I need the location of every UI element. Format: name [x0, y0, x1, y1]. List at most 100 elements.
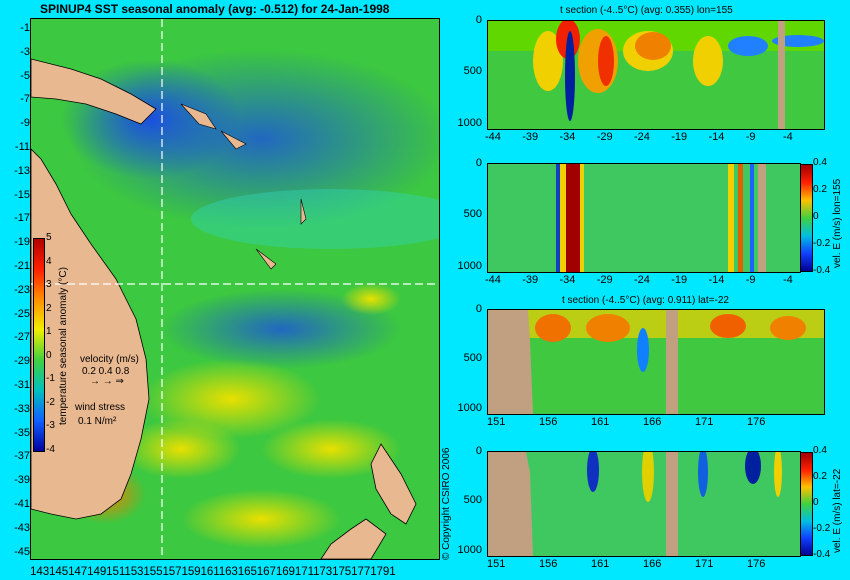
- sst-map[interactable]: [30, 18, 440, 560]
- panel-1-x-tick: -39: [522, 131, 539, 143]
- panel-2-x-tick: -19: [671, 274, 688, 286]
- panel-4-x-tick: 151: [487, 558, 506, 570]
- lat-label: -35: [14, 426, 30, 439]
- panel-4-colorbar: [800, 452, 813, 556]
- lat-label: -5: [20, 69, 30, 82]
- panel-1-x-tick: -29: [596, 131, 613, 143]
- lat-label: -27: [14, 331, 30, 344]
- panel-3-y-tick: 500: [463, 352, 482, 365]
- wind-legend-value: 0.1 N/m²: [78, 416, 117, 427]
- panel-1-x-tick: -9: [745, 131, 756, 143]
- panel-4-cb-tick: -0.2: [813, 523, 831, 534]
- panel-4-y-tick: 1000: [457, 543, 482, 556]
- lat-label: -43: [14, 521, 30, 534]
- lat-label: -17: [14, 212, 30, 225]
- lat-label: -15: [14, 188, 30, 201]
- panel-2-x-tick: -44: [485, 274, 501, 286]
- velocity-legend-title: velocity (m/s): [80, 354, 139, 365]
- panel-3-y-tick: 0: [475, 303, 482, 315]
- panel-2-x-tick: -9: [745, 274, 756, 286]
- panel-2-plot[interactable]: [487, 163, 801, 273]
- panel-3-x-tick: 171: [695, 416, 714, 428]
- lat-label: -33: [14, 402, 30, 415]
- lat-label: -39: [14, 474, 30, 487]
- sst-colorbar-tick: 2: [46, 302, 52, 314]
- sst-colorbar-tick: 4: [46, 255, 52, 267]
- lat-label: -9: [20, 117, 30, 130]
- panel-1-x-tick: -14: [708, 131, 725, 143]
- velocity-legend-arrows: → → ⇒: [90, 376, 124, 387]
- panel-3-svg: [488, 310, 824, 414]
- panel-3-x-tick: 176: [747, 416, 766, 428]
- lat-label: -41: [14, 498, 30, 510]
- panel-2-x-tick: -34: [559, 274, 576, 286]
- sst-colorbar-label: temperature seasonal anomaly (°C): [58, 267, 69, 425]
- panel-1-plot[interactable]: [487, 20, 825, 130]
- panel-2-y-tick: 500: [463, 208, 482, 221]
- lat-label: -31: [14, 379, 30, 391]
- lat-label: -45: [14, 545, 30, 558]
- sst-colorbar-tick: 3: [46, 279, 52, 291]
- panel-2-cb-tick: 0.4: [813, 157, 827, 168]
- panel-1-x-tick: -24: [634, 131, 650, 143]
- lat-label: -19: [14, 236, 30, 249]
- panel-4-x-tick: 171: [695, 558, 714, 570]
- panel-2-side-label: vel. E (m/s) lon=155: [832, 178, 843, 268]
- copyright: © Copyright CSIRO 2006: [441, 447, 452, 560]
- panel-1-x-tick: -34: [559, 131, 576, 143]
- panel-1-x-tick: -19: [671, 131, 688, 143]
- lat-label: -21: [14, 260, 30, 272]
- lat-label: -11: [14, 141, 30, 153]
- panel-3-title: t section (-4..5°C) (avg: 0.911) lat=-22: [562, 295, 729, 306]
- panel-1-y-tick: 0: [475, 14, 482, 26]
- lat-label: -37: [14, 450, 30, 463]
- panel-2-x-tick: -24: [634, 274, 650, 286]
- lat-label: -13: [14, 164, 30, 177]
- panel-4-x-tick: 161: [591, 558, 610, 570]
- panel-1-x-tick: -44: [485, 131, 501, 143]
- panel-2-y-tick: 1000: [457, 259, 482, 272]
- panel-2-x-tick: -4: [783, 274, 793, 286]
- panel-1-title: t section (-4..5°C) (avg: 0.355) lon=155: [560, 5, 733, 16]
- lat-label: -25: [14, 307, 30, 320]
- panel-1-y-tick: 500: [463, 65, 482, 78]
- wind-legend-title: wind stress: [75, 402, 126, 413]
- panel-3-x-tick: 161: [591, 416, 610, 428]
- panel-1-y-tick: 1000: [457, 116, 482, 129]
- panel-2-svg: [488, 164, 800, 272]
- panel-3-plot[interactable]: [487, 309, 825, 415]
- panel-3-x-tick: 156: [539, 416, 558, 428]
- panel-2-cb-tick: 0.2: [813, 184, 827, 195]
- sst-colorbar-tick: -4: [46, 444, 55, 455]
- sst-map-svg: [31, 19, 439, 559]
- panel-1-x-tick: -4: [783, 131, 793, 143]
- panel-2-x-tick: -39: [522, 274, 539, 286]
- sst-colorbar-tick: 0: [46, 349, 52, 361]
- panel-4-x-tick: 156: [539, 558, 558, 570]
- panel-4-side-label: vel. E (m/s) lat=-22: [832, 468, 843, 553]
- map-title: SPINUP4 SST seasonal anomaly (avg: -0.51…: [40, 2, 390, 16]
- sst-colorbar-tick: -3: [46, 420, 55, 432]
- lat-label: -23: [14, 283, 30, 296]
- panel-4-svg: [488, 452, 800, 556]
- panel-4-cb-tick: 0: [813, 497, 819, 508]
- sst-colorbar-tick: -2: [46, 396, 55, 408]
- lat-label: -3: [20, 45, 30, 58]
- panel-2-cb-tick: 0: [813, 211, 819, 222]
- sst-colorbar-tick: 1: [46, 326, 52, 338]
- lon-axis-labels: 1431451471491511531551571591611631651671…: [30, 565, 396, 578]
- panel-2-cb-tick: -0.2: [813, 238, 831, 249]
- velocity-legend-values: 0.2 0.4 0.8: [82, 366, 130, 377]
- sst-colorbar-tick: -1: [46, 373, 55, 385]
- sst-colorbar-tick: 5: [46, 232, 52, 243]
- panel-2-x-tick: -29: [596, 274, 613, 286]
- lat-label: -1: [20, 22, 30, 34]
- panel-4-plot[interactable]: [487, 451, 801, 557]
- panel-2-colorbar: [800, 164, 813, 272]
- sst-colorbar: [33, 238, 45, 452]
- panel-3-x-tick: 151: [487, 416, 506, 428]
- panel-3-y-tick: 1000: [457, 401, 482, 414]
- lat-label: -29: [14, 355, 30, 368]
- panel-2-cb-tick: -0.4: [813, 265, 831, 276]
- panel-4-y-tick: 0: [475, 445, 482, 457]
